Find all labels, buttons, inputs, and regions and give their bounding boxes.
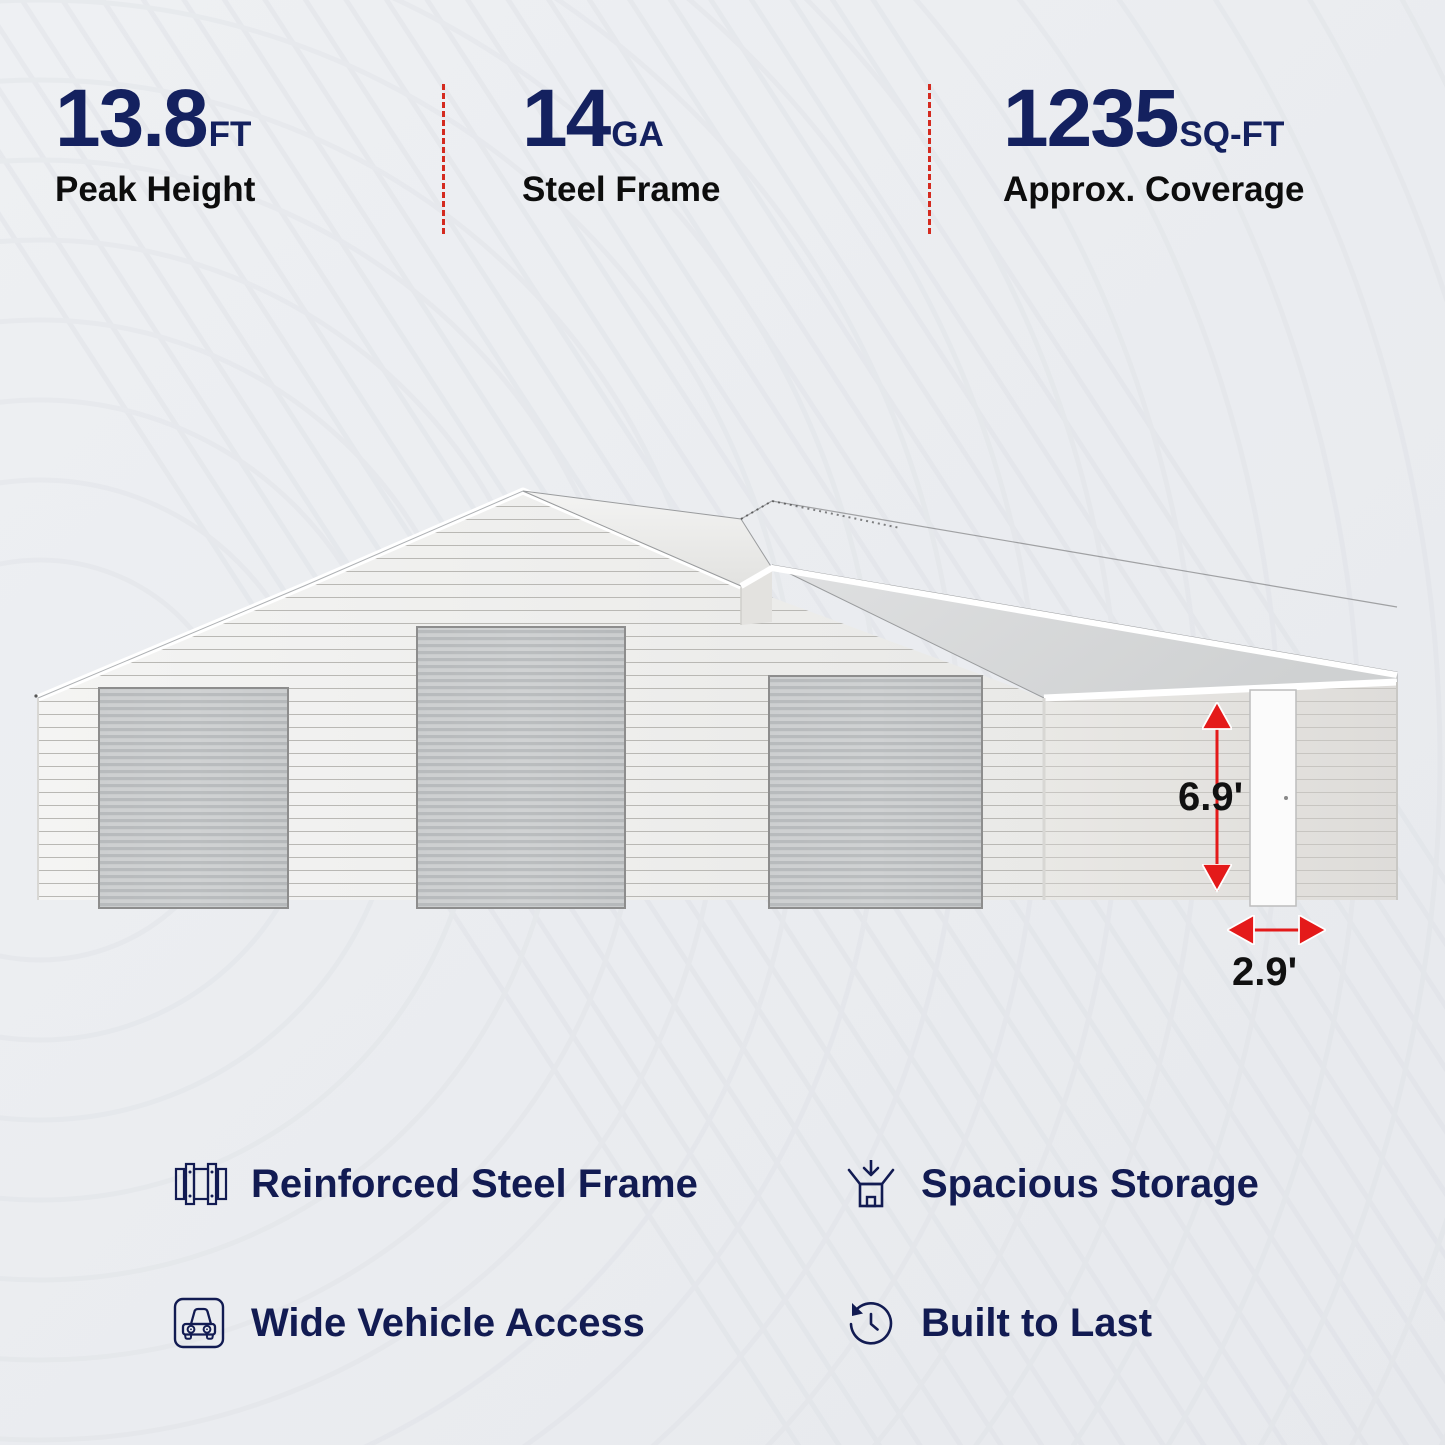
svg-text:2.9': 2.9' <box>1232 950 1297 994</box>
svg-text:6.9': 6.9' <box>1178 775 1243 819</box>
